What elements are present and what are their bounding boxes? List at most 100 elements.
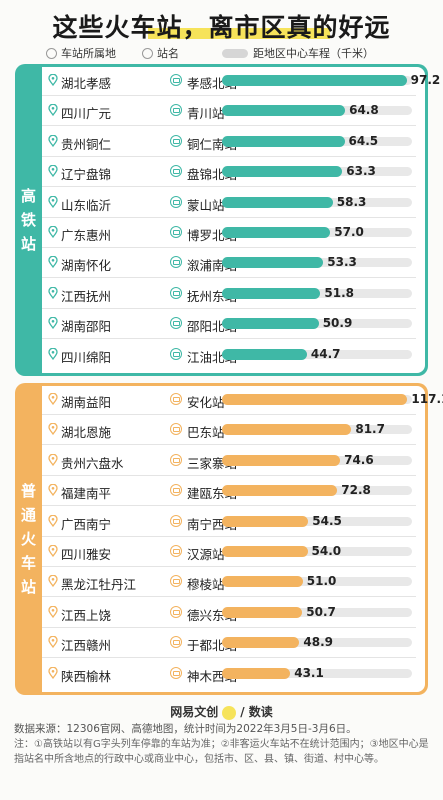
location-label: 福建南平 (61, 486, 112, 502)
table-row: 辽宁盘锦 盘锦北站 63.3 (42, 157, 422, 188)
table-row: 湖北恩施 巴东站 81.7 (42, 415, 422, 446)
location-label: 江西抚州 (61, 288, 112, 304)
train-icon (170, 195, 182, 208)
bar (222, 227, 331, 238)
bar (222, 515, 309, 527)
bar (222, 667, 291, 679)
location-pin-icon (48, 317, 58, 330)
legend-station: 站名 (142, 44, 179, 62)
location-pin-icon (48, 165, 58, 178)
train-icon (170, 134, 182, 147)
legend-station-label: 站名 (157, 47, 179, 60)
bar (222, 637, 300, 649)
row-divider (42, 247, 416, 248)
bar-track (222, 547, 412, 556)
table-row: 湖南怀化 溆浦南站 53.3 (42, 248, 422, 279)
row-divider (42, 307, 416, 309)
train-icon (170, 514, 182, 527)
train-icon (170, 317, 182, 330)
location-label: 湖南怀化 (61, 258, 112, 274)
train-icon (170, 347, 182, 360)
table-row: 广东惠州 博罗北站 57.0 (42, 218, 422, 248)
bar (222, 166, 343, 178)
station-label: 安化站 (187, 395, 225, 410)
brand-logo-icon (222, 705, 237, 720)
train-icon (170, 453, 182, 466)
location-label: 陕西榆林 (61, 668, 112, 684)
bar (222, 576, 303, 588)
row-divider (42, 414, 416, 415)
legend-distance-label: 距地区中心车程（千米） (253, 47, 374, 60)
bar (222, 546, 308, 557)
data-label: 51.8 (324, 285, 355, 300)
location-label: 江西赣州 (61, 638, 112, 654)
location-pin-icon (48, 74, 58, 86)
data-label: 54.5 (312, 513, 342, 528)
row-divider (42, 186, 416, 188)
location-pin-icon (48, 195, 58, 208)
row-divider (42, 216, 416, 218)
train-icon (170, 605, 182, 618)
location-label: 山东临沂 (61, 197, 112, 213)
table-row: 四川绵阳 江油北站 44.7 (42, 340, 422, 370)
data-label: 51.0 (306, 574, 337, 589)
location-label: 黑龙江牡丹江 (61, 577, 137, 593)
table-row: 湖北孝感 孝感北站 97.2 (42, 66, 440, 96)
bar (222, 105, 346, 117)
legend-location-label: 车站所属地 (61, 47, 116, 60)
location-pin-icon (48, 545, 58, 557)
train-icon (142, 47, 153, 59)
station-label: 青川站 (187, 106, 225, 122)
bar (222, 348, 307, 360)
bar-track (222, 349, 412, 359)
row-divider (42, 566, 416, 567)
brand-name: 网易文创 (170, 705, 219, 719)
high-speed-label: 高铁站 (20, 187, 36, 253)
location-pin-icon (48, 484, 58, 497)
table-row: 四川雅安 汉源站 54.0 (42, 537, 422, 567)
row-divider (42, 338, 416, 340)
table-row: 江西赣州 于都北站 48.9 (42, 628, 422, 659)
row-divider (42, 626, 416, 628)
data-label: 72.8 (341, 483, 371, 498)
data-label: 54.0 (311, 544, 342, 558)
bar (222, 287, 321, 299)
row-divider (42, 277, 416, 279)
data-label: 50.9 (322, 316, 353, 331)
table-row: 福建南平 建瓯东站 72.8 (42, 476, 422, 507)
bar-track (222, 668, 412, 678)
location-label: 贵州铜仁 (61, 136, 112, 152)
train-icon (170, 636, 182, 649)
bar (222, 135, 345, 147)
row-divider (42, 535, 416, 537)
legend-distance: 距地区中心车程（千米） (222, 44, 374, 62)
data-label: 64.5 (348, 133, 379, 148)
data-label: 57.0 (334, 225, 364, 239)
bar (222, 424, 352, 436)
location-label: 贵州六盘水 (61, 455, 124, 471)
row-divider (42, 125, 416, 127)
data-label: 58.3 (336, 194, 367, 209)
location-label: 江西上饶 (61, 607, 112, 623)
table-row: 黑龙江牡丹江 穆棱站 51.0 (42, 567, 422, 598)
location-label: 四川雅安 (61, 547, 112, 562)
data-source: 数据来源：12306官网、高德地图，统计时间为2022年3月5日-3月6日。 (14, 723, 357, 735)
location-pin-icon (48, 666, 58, 679)
bar (222, 257, 324, 269)
data-label: 48.9 (303, 635, 334, 650)
legend-location: 车站所属地 (46, 44, 116, 62)
location-pin-icon (48, 134, 58, 147)
row-divider (42, 657, 416, 659)
brand: 网易文创 / 数读 (0, 703, 443, 720)
location-label: 湖北恩施 (61, 425, 112, 441)
footnote: 注：①高铁站以有G字头列车停靠的车站为准；②非客运火车站不在统计范围内；③地区中… (14, 739, 429, 765)
location-label: 广西南宁 (61, 516, 112, 532)
train-icon (170, 165, 182, 178)
location-label: 广东惠州 (61, 228, 112, 243)
train-icon (170, 545, 182, 557)
train-icon (170, 286, 182, 299)
train-icon (170, 484, 182, 497)
bar-track (222, 607, 412, 617)
table-row: 贵州六盘水 三家寨站 74.6 (42, 446, 422, 476)
bar (222, 394, 408, 405)
